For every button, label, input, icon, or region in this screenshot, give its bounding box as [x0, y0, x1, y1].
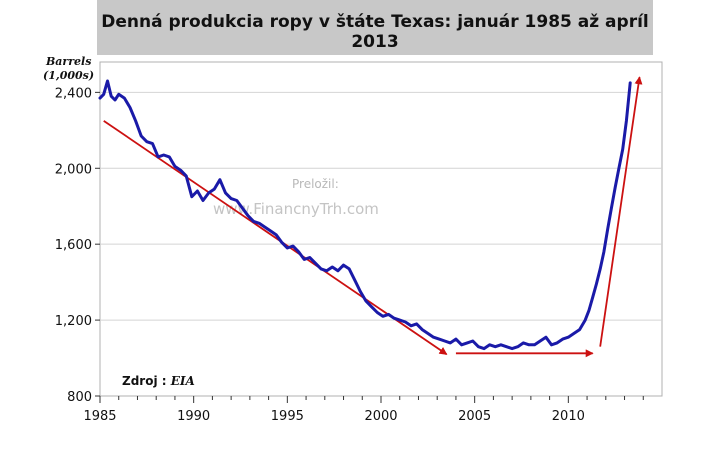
- y-tick-label: 2,400: [55, 86, 92, 101]
- title-bar: Denná produkcia ropy v štáte Texas: janu…: [97, 0, 653, 55]
- x-tick-label: 1985: [83, 409, 116, 424]
- y-tick-label: 2,000: [55, 162, 92, 177]
- x-tick-label: 1995: [271, 409, 304, 424]
- source-label: Zdroj :: [122, 374, 171, 388]
- y-tick-label: 1,200: [55, 314, 92, 329]
- y-tick-label: 800: [67, 390, 92, 405]
- y-axis: 800 1,200 1,600 2,000 2,400: [55, 86, 100, 405]
- watermark-line2: www.FinancnyTrh.com: [213, 200, 379, 218]
- series-group: [98, 79, 632, 351]
- x-tick-label: 2000: [364, 409, 397, 424]
- grid-lines: [100, 91, 662, 321]
- y-tick-label: 1,600: [55, 238, 92, 253]
- x-axis: 1985 1990 1995 2000 2005 2010: [83, 396, 644, 424]
- watermark-line1: Preložil:: [292, 177, 339, 191]
- x-tick-label: 2005: [458, 409, 491, 424]
- series-line: [98, 79, 632, 351]
- x-tick-label: 1990: [177, 409, 210, 424]
- chart-title: Denná produkcia ropy v štáte Texas: janu…: [101, 12, 649, 52]
- source-note: Zdroj : EIA: [122, 374, 195, 388]
- y-axis-label-line2: (1,000s): [43, 69, 94, 82]
- x-tick-label: 2010: [552, 409, 585, 424]
- plot-area: [99, 61, 663, 397]
- trend-arrow: [599, 76, 643, 347]
- source-box: [118, 368, 208, 390]
- source-value: EIA: [170, 374, 195, 388]
- y-axis-label-line1: Barrels: [45, 55, 91, 68]
